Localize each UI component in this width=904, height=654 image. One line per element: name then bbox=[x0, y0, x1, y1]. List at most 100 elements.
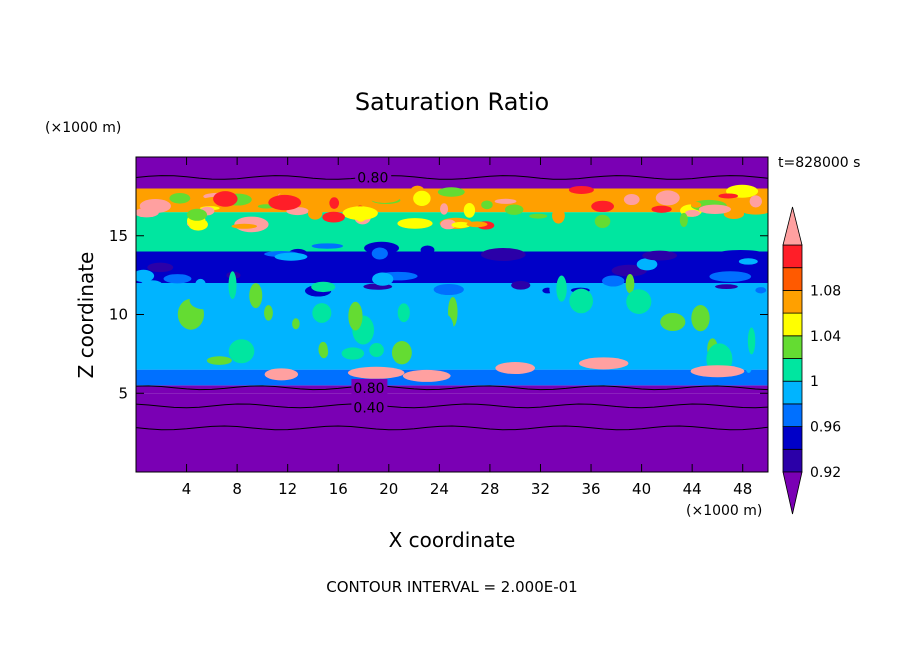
field-patch bbox=[636, 258, 658, 271]
colorbar-label: 0.96 bbox=[810, 420, 841, 436]
field-patch bbox=[433, 283, 464, 296]
field-patch bbox=[682, 253, 706, 265]
colorbar-block bbox=[782, 403, 803, 427]
contour-line bbox=[136, 385, 768, 391]
colorbar-block bbox=[782, 426, 803, 450]
field-patch bbox=[391, 340, 412, 365]
field-patch bbox=[292, 318, 300, 330]
field-patch bbox=[755, 287, 767, 294]
field-patch bbox=[380, 190, 394, 199]
field-patch bbox=[494, 198, 517, 204]
supersaturated-pocket bbox=[402, 369, 451, 382]
field-patch bbox=[738, 258, 758, 265]
field-patch bbox=[311, 281, 336, 293]
chart-title: Saturation Ratio bbox=[354, 88, 550, 116]
field-patch bbox=[718, 193, 738, 199]
y-tick-label: 15 bbox=[109, 227, 128, 245]
colorbar-block bbox=[782, 358, 803, 382]
field-patch bbox=[611, 264, 647, 277]
contour-label: 0.80 bbox=[357, 171, 388, 187]
field-layer bbox=[136, 157, 768, 472]
contour-line bbox=[136, 175, 768, 180]
field-patch bbox=[463, 202, 476, 218]
contour-line bbox=[136, 425, 768, 431]
field-patch bbox=[228, 339, 255, 364]
field-patch bbox=[312, 303, 332, 323]
field-patch bbox=[623, 194, 640, 206]
colorbar-label: 0.92 bbox=[810, 465, 841, 481]
field-patch bbox=[163, 274, 192, 284]
field-patch bbox=[311, 243, 344, 249]
field-patch bbox=[684, 194, 694, 204]
field-band bbox=[136, 385, 768, 394]
x-tick-label: 24 bbox=[430, 480, 449, 498]
field-patch bbox=[307, 206, 323, 220]
field-band bbox=[136, 369, 768, 386]
supersaturated-pocket bbox=[347, 366, 405, 379]
field-patch bbox=[552, 207, 565, 224]
field-patch bbox=[264, 305, 273, 321]
supersaturated-pocket bbox=[690, 365, 745, 378]
field-patch bbox=[685, 209, 700, 217]
contour-label: 0.80 bbox=[353, 381, 384, 397]
field-patch bbox=[655, 190, 680, 206]
x-tick-label: 32 bbox=[531, 480, 550, 498]
field-patch bbox=[342, 206, 378, 221]
field-patch bbox=[187, 267, 225, 272]
contour-label: 0.40 bbox=[353, 401, 384, 417]
field-patch bbox=[739, 203, 768, 215]
field-patch bbox=[718, 249, 763, 257]
field-patch bbox=[744, 349, 753, 373]
field-patch bbox=[594, 214, 611, 228]
y-tick-label: 10 bbox=[109, 306, 128, 324]
field-patch bbox=[437, 187, 465, 197]
colorbar-block bbox=[782, 448, 803, 473]
supersaturated-pocket bbox=[495, 362, 536, 375]
field-patch bbox=[679, 212, 688, 228]
y-axis-unit: (×1000 m) bbox=[45, 120, 122, 136]
field-patch bbox=[511, 280, 531, 290]
field-patch bbox=[715, 284, 738, 290]
field-patch bbox=[195, 278, 206, 291]
field-patch bbox=[602, 275, 625, 287]
colorbar-block bbox=[782, 289, 803, 314]
field-patch bbox=[440, 219, 457, 230]
field-patch bbox=[549, 282, 558, 296]
field-patch bbox=[569, 288, 594, 314]
field-patch bbox=[206, 356, 232, 365]
x-tick-label: 4 bbox=[182, 480, 192, 498]
field-patch bbox=[397, 303, 410, 323]
field-patch bbox=[451, 221, 471, 229]
field-patch bbox=[136, 269, 155, 283]
x-axis-label: X coordinate bbox=[388, 528, 516, 552]
colorbar-block bbox=[782, 244, 803, 269]
field-patch bbox=[420, 245, 435, 255]
field-patch bbox=[329, 197, 340, 209]
field-patch bbox=[491, 272, 525, 278]
field-patch bbox=[240, 253, 262, 266]
contour-label-bg bbox=[355, 168, 392, 184]
x-tick-label: 44 bbox=[683, 480, 702, 498]
field-patch bbox=[504, 204, 524, 215]
field-patch bbox=[591, 200, 614, 213]
colorbar-block bbox=[782, 267, 803, 291]
field-patch bbox=[747, 327, 756, 355]
colorbar-label: 1.04 bbox=[810, 329, 841, 345]
field-band bbox=[136, 157, 768, 180]
field-patch bbox=[371, 247, 388, 260]
field-patch bbox=[147, 262, 174, 273]
x-tick-label: 20 bbox=[379, 480, 398, 498]
field-patch bbox=[556, 275, 567, 302]
field-patch bbox=[690, 201, 702, 208]
field-patch bbox=[322, 211, 345, 223]
field-patch bbox=[660, 312, 686, 332]
x-tick-label: 36 bbox=[581, 480, 600, 498]
field-patch bbox=[440, 203, 449, 215]
field-patch bbox=[186, 208, 208, 221]
x-tick-label: 28 bbox=[480, 480, 499, 498]
colorbar-arrow-top bbox=[782, 206, 803, 246]
colorbar-block bbox=[782, 335, 803, 359]
x-axis-unit: (×1000 m) bbox=[686, 503, 763, 519]
field-patch bbox=[348, 301, 363, 331]
